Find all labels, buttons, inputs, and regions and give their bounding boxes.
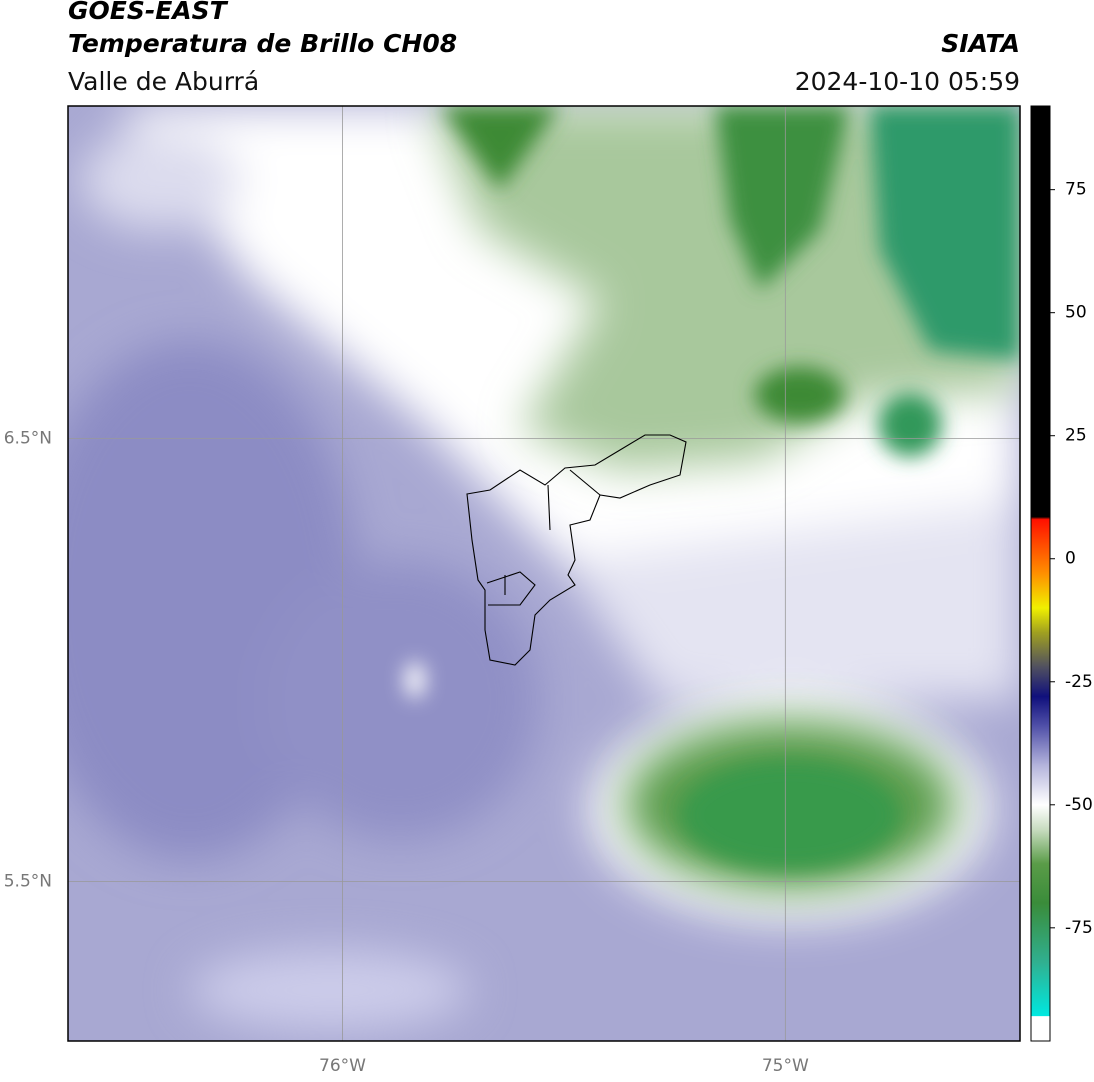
colorbar xyxy=(1030,105,1051,1042)
colorbar-tick-label: -75 xyxy=(1065,918,1093,938)
aburra-outline xyxy=(466,434,687,666)
colorbar-tick-label: 25 xyxy=(1065,426,1087,446)
colorbar-tick-label: 0 xyxy=(1065,549,1076,569)
map-frame xyxy=(67,105,1021,1042)
subtitle: Temperatura de Brillo CH08 xyxy=(68,29,457,58)
y-tick-label: 5.5°N xyxy=(4,871,52,891)
x-tick-label: 75°W xyxy=(762,1056,809,1076)
colorbar-tick-label: -25 xyxy=(1065,672,1093,692)
colorbar-tick-label: 50 xyxy=(1065,303,1087,323)
colorbar-tick-label: 75 xyxy=(1065,180,1087,200)
source: SIATA xyxy=(941,29,1020,58)
satellite-field xyxy=(68,106,1020,1041)
x-tick-label: 76°W xyxy=(319,1056,366,1076)
region: Valle de Aburrá xyxy=(68,67,259,96)
colorbar-tick-label: -50 xyxy=(1065,795,1093,815)
datetime: 2024-10-10 05:59 xyxy=(795,67,1020,96)
title: GOES-EAST xyxy=(68,0,229,25)
y-tick-label: 6.5°N xyxy=(4,428,52,448)
